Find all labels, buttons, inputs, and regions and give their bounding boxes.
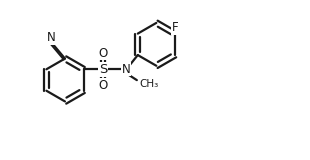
Text: S: S (99, 63, 107, 76)
Text: N: N (47, 31, 56, 44)
Text: CH₃: CH₃ (139, 79, 158, 89)
Text: N: N (122, 63, 130, 76)
Text: O: O (98, 47, 108, 60)
Text: F: F (172, 21, 179, 34)
Text: O: O (98, 79, 108, 92)
